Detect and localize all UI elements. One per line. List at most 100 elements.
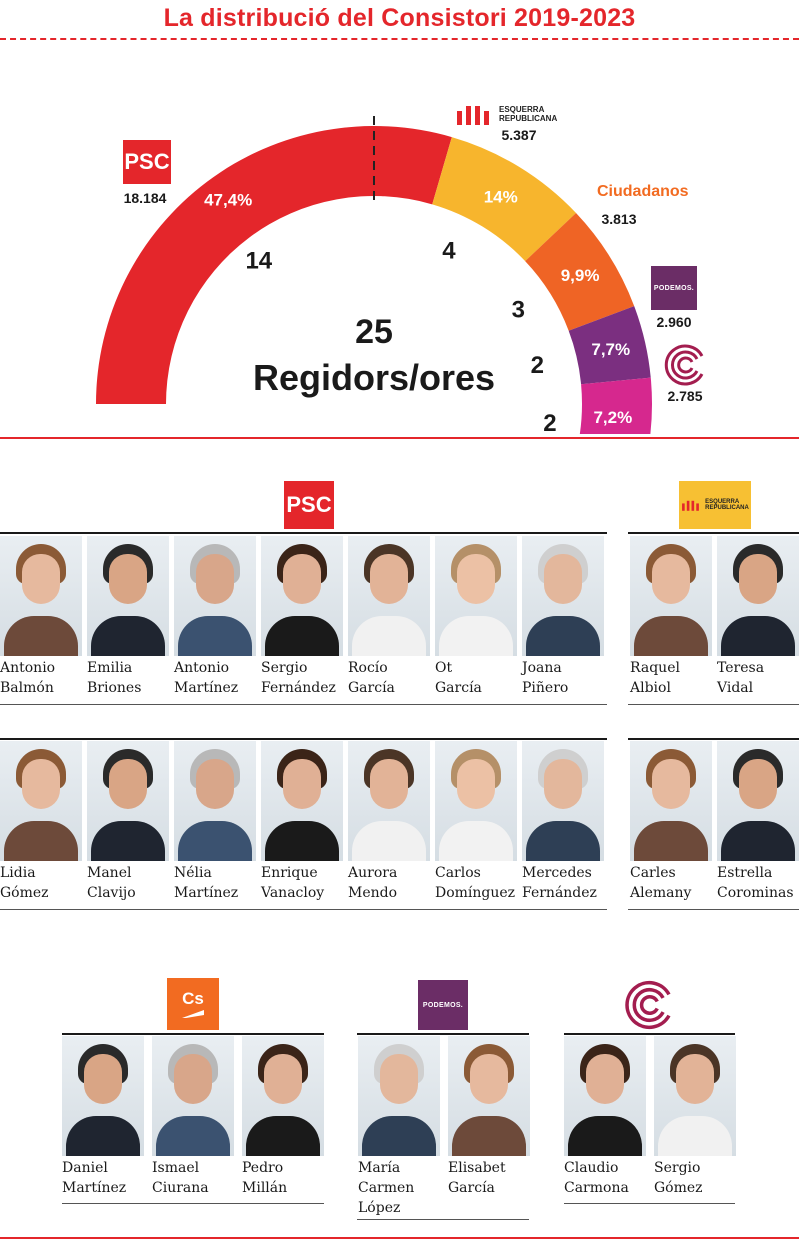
member-name-last: Ciurana (152, 1180, 209, 1196)
member-name-last: Carmen (358, 1180, 415, 1196)
member-name: Antonio Martínez (174, 658, 262, 698)
member-name-first: Sergio (261, 660, 308, 676)
member-name-last: Fernández (522, 885, 597, 901)
erc-group-logo-line1: ESQUERRA (705, 499, 740, 505)
seat-segment-3 (568, 306, 651, 385)
member-name: Carles Alemany (630, 863, 718, 903)
member-photo (435, 536, 517, 656)
member-name: Mercedes Fernández (522, 863, 610, 903)
percent-label-3: 7,7% (591, 340, 630, 359)
member-name-first: Joana (522, 660, 562, 676)
member-name: Nélia Martínez (174, 863, 262, 903)
member-name: Sergio Gómez (654, 1158, 742, 1198)
member-name-last: Vidal (717, 680, 754, 696)
erc-star-icon (457, 106, 489, 125)
podemos-group-top-line (357, 1033, 529, 1035)
member-name-first: Manel (87, 865, 132, 881)
erc-row-2-top-line (628, 738, 799, 740)
member-photo (62, 1036, 144, 1156)
member-name: Emilia Briones (87, 658, 175, 698)
total-seats-number: 25 (355, 313, 393, 351)
member-name-last: Briones (87, 680, 142, 696)
title-divider (0, 38, 799, 40)
member-photo (174, 741, 256, 861)
podemos-logo: PODEMOS. (651, 266, 697, 310)
votes-label-1: 5.387 (501, 127, 536, 143)
podemos-group-logo-text: PODEMOS. (422, 1001, 464, 1009)
erc-group-top-line (628, 532, 799, 534)
member-name-first: Antonio (174, 660, 230, 676)
member-photo (630, 741, 712, 861)
member-name-first: Estrella (717, 865, 773, 881)
member-name-first: Nélia (174, 865, 212, 881)
seat-count-4: 2 (543, 410, 556, 434)
member-photo (448, 1036, 530, 1156)
seat-count-3: 2 (531, 352, 544, 379)
votes-label-4: 2.785 (667, 388, 702, 404)
member-name: Carlos Domínguez (435, 863, 523, 903)
member-photo (630, 536, 712, 656)
cs-bottom-line (62, 1203, 324, 1204)
member-name-first: Carlos (435, 865, 481, 881)
erc-logo-line2: REPUBLICANA (499, 114, 558, 123)
member-name-last: Albiol (630, 680, 671, 696)
comu-logo-icon (664, 344, 704, 386)
member-photo (87, 536, 169, 656)
erc-star-icon-small (682, 500, 700, 511)
member-photo (348, 536, 430, 656)
member-photo (654, 1036, 736, 1156)
member-name-first: Pedro (242, 1160, 284, 1176)
member-name-first: Ot (435, 660, 453, 676)
member-name: Estrella Corominas (717, 863, 799, 903)
psc-group-top-line (0, 532, 607, 534)
erc-logo: ESQUERRA REPUBLICANA (455, 100, 575, 128)
member-name-first: Carles (630, 865, 676, 881)
psc-logo-text: PSC (124, 149, 170, 174)
psc-group-logo: PSC (284, 481, 334, 529)
member-name: Elisabet García (448, 1158, 536, 1198)
member-name-first: Rocío (348, 660, 388, 676)
member-name: Antonio Balmón (0, 658, 88, 698)
seat-distribution-chart: 47,4% 14 14% 4 9,9% 3 7,7% 2 7,2% 2 25 Regidors/ore… (96, 116, 703, 434)
psc-row-1-bottom-line (0, 704, 607, 705)
member-photo (358, 1036, 440, 1156)
total-seats-label: Regidors/ores (253, 357, 495, 398)
member-name-last: Balmón (0, 680, 54, 696)
member-name-first: Aurora (348, 865, 398, 881)
member-name: Lidia Gómez (0, 863, 88, 903)
podemos-bottom-line (357, 1219, 529, 1220)
member-name-first: Ismael (152, 1160, 200, 1176)
member-name-last: Fernández (261, 680, 336, 696)
member-name: María Carmen López (358, 1158, 446, 1218)
votes-label-2: 3.813 (601, 211, 636, 227)
seat-count-0: 14 (245, 247, 272, 274)
comu-group-logo-icon (625, 980, 671, 1030)
member-name-last: Domínguez (435, 885, 516, 901)
chart-divider (0, 437, 799, 439)
percent-label-4: 7,2% (593, 408, 632, 427)
psc-group-logo-text: PSC (286, 492, 332, 517)
member-photo (261, 536, 343, 656)
member-name: Ismael Ciurana (152, 1158, 240, 1198)
erc-logo-line1: ESQUERRA (499, 105, 545, 114)
member-photo (242, 1036, 324, 1156)
member-photo (348, 741, 430, 861)
percent-label-1: 14% (484, 188, 518, 207)
psc-row-2-bottom-line (0, 909, 607, 910)
footer-line (0, 1237, 799, 1239)
member-photo (0, 741, 82, 861)
member-photo (522, 741, 604, 861)
member-name: Enrique Vanacloy (261, 863, 349, 903)
psc-logo: PSC (123, 140, 171, 184)
seat-count-2: 3 (512, 297, 525, 324)
member-name: Ot García (435, 658, 523, 698)
member-photo (87, 741, 169, 861)
seat-segment-2 (525, 213, 635, 331)
member-photo (152, 1036, 234, 1156)
member-photo (522, 536, 604, 656)
cs-group-logo: Cs (167, 978, 219, 1030)
member-name: Sergio Fernández (261, 658, 349, 698)
cs-logo-word: Ciudadanos (597, 183, 689, 200)
member-photo (564, 1036, 646, 1156)
member-name-first: María (358, 1160, 401, 1176)
